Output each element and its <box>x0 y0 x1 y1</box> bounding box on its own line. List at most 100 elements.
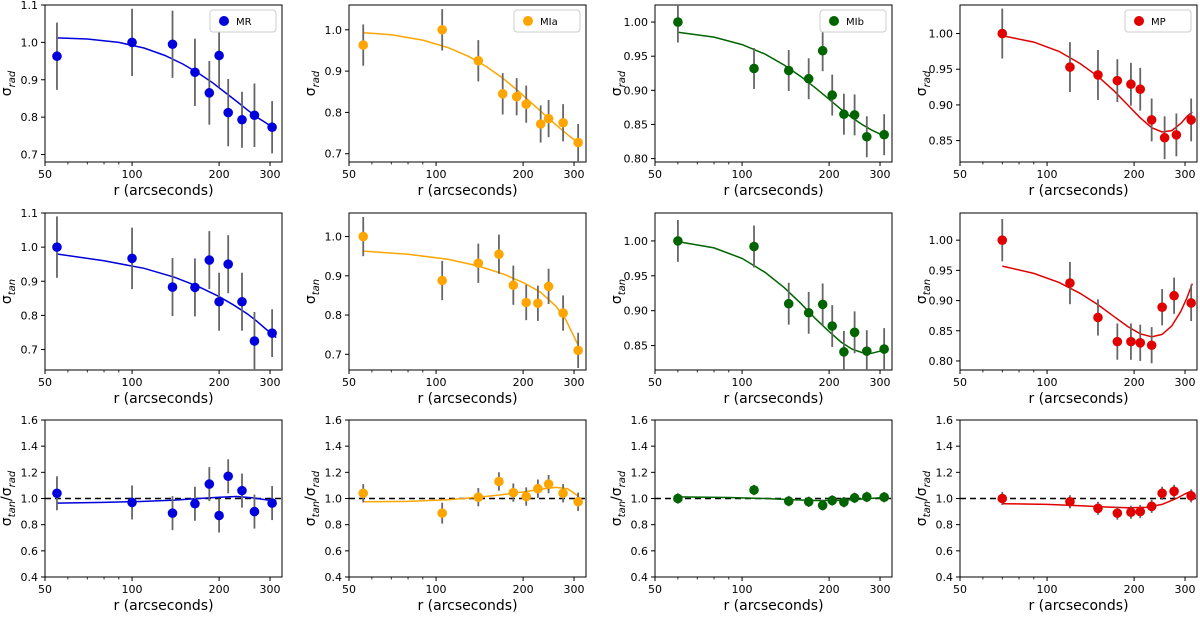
y-tick-label: 0.6 <box>325 545 343 558</box>
data-point <box>1135 506 1146 517</box>
ylabel-sigma: σ <box>303 487 319 496</box>
fit-curve <box>677 31 887 137</box>
y-tick-label: 0.8 <box>325 519 343 532</box>
data-point <box>543 479 554 489</box>
legend-box <box>209 9 277 33</box>
x-tick-label: 200 <box>1124 583 1145 596</box>
y-axis-label: σtan/σrad <box>0 470 18 526</box>
y-tick-label: 0.7 <box>325 148 343 161</box>
data-point <box>267 328 277 338</box>
x-tick-label: 100 <box>122 376 143 389</box>
x-tick-label: 50 <box>38 376 52 389</box>
data-area <box>45 459 282 533</box>
data-point <box>543 281 554 292</box>
data-point <box>839 347 849 357</box>
data-area <box>997 8 1196 160</box>
x-tick-label: 300 <box>1175 376 1196 389</box>
data-point <box>508 280 519 291</box>
y-axis-label: σrad <box>914 70 933 96</box>
data-point <box>127 497 137 508</box>
data-point <box>1112 508 1123 518</box>
y-axis-label: σrad <box>0 70 18 96</box>
data-point <box>521 297 532 308</box>
legend-box <box>819 9 887 33</box>
y-tick-label: 1.0 <box>631 493 649 506</box>
panel-rad-MR: 50 100 200 300 0.7 0.8 0.9 1.0 1.1 r (arcseconds)… <box>0 0 283 199</box>
y-tick-label: 0.6 <box>631 545 649 558</box>
y-tick-label: 0.4 <box>631 571 649 584</box>
data-point <box>783 496 794 506</box>
fit-curve <box>363 31 579 144</box>
data-point <box>521 491 532 502</box>
data-point <box>558 117 568 128</box>
y-tick-label: 1.0 <box>21 493 39 506</box>
y-axis-label: σtan <box>609 279 628 304</box>
legend: MP <box>1124 9 1192 33</box>
x-tick-label: 200 <box>513 376 534 389</box>
ylabel-sigma: σ <box>609 487 625 496</box>
y-tick-label: 0.85 <box>929 325 954 338</box>
data-point <box>497 89 508 99</box>
y-tick-label: 1.00 <box>624 235 649 248</box>
ylabel-sigma: σ <box>609 87 625 96</box>
x-tick-label: 300 <box>260 583 281 596</box>
y-tick-label: 0.90 <box>929 99 954 112</box>
y-tick-label: 0.8 <box>21 309 39 322</box>
y-axis-label: σtan/σrad <box>303 470 322 526</box>
data-area <box>960 484 1197 520</box>
panel-ratio-MIa: 50 100 200 300 0.4 0.6 0.8 1.0 1.2 1.4 1.6 r (arcse… <box>303 414 587 614</box>
legend-marker <box>219 16 229 26</box>
legend-marker <box>1134 16 1144 26</box>
legend-box <box>513 9 581 33</box>
panel-ratio-MP: 50 100 200 300 0.4 0.6 0.8 1.0 1.2 1.4 1.6 r (arcse… <box>914 414 1198 614</box>
legend: MIa <box>513 9 581 33</box>
y-axis-label: σrad <box>303 70 322 96</box>
x-tick-label: 50 <box>648 583 662 596</box>
data-point <box>223 259 233 269</box>
data-point <box>827 321 838 331</box>
data-point <box>573 496 583 507</box>
data-point <box>673 493 683 504</box>
ylabel-sigma: σ <box>609 517 625 526</box>
x-tick-label: 200 <box>819 168 840 181</box>
x-tick-label: 200 <box>209 583 230 596</box>
data-point <box>1126 79 1136 90</box>
fit-curve <box>56 495 277 504</box>
y-tick-label: 0.95 <box>929 63 954 76</box>
data-point <box>237 114 247 125</box>
data-point <box>214 50 224 61</box>
y-tick-label: 0.8 <box>631 519 649 532</box>
ylabel-subscript: tan <box>617 501 628 517</box>
x-tick-label: 300 <box>260 168 281 181</box>
y-tick-label: 1.00 <box>929 28 954 41</box>
y-tick-label: 1.0 <box>325 24 343 37</box>
y-tick-label: 0.8 <box>936 519 954 532</box>
y-tick-label: 1.4 <box>21 440 39 453</box>
y-tick-label: 0.90 <box>929 295 954 308</box>
data-point <box>673 17 683 27</box>
y-tick-label: 1.4 <box>631 440 649 453</box>
x-tick-label: 300 <box>1175 583 1196 596</box>
ylabel-subscript: rad <box>7 70 18 87</box>
y-tick-label: 1.00 <box>624 16 649 29</box>
data-point <box>52 51 62 62</box>
data-point <box>437 508 447 518</box>
legend-label: MR <box>236 17 252 28</box>
data-point <box>879 492 889 502</box>
data-point <box>511 91 522 102</box>
x-tick-label: 100 <box>1037 376 1058 389</box>
y-tick-label: 1.6 <box>325 414 343 427</box>
panel-tan-MIb: 50 100 200 300 0.85 0.90 0.95 1.00 r (arcseconds… <box>609 212 893 407</box>
fit-curve <box>1002 265 1194 338</box>
axes-frame <box>959 212 1198 371</box>
data-area <box>52 216 277 370</box>
x-tick-label: 100 <box>732 376 753 389</box>
data-point <box>839 109 849 120</box>
y-tick-label: 0.85 <box>624 340 649 353</box>
y-tick-label: 1.2 <box>21 466 39 479</box>
data-point <box>849 327 860 338</box>
x-tick-label: 50 <box>342 376 356 389</box>
data-point <box>267 498 277 508</box>
data-point <box>204 255 215 265</box>
axes-frame <box>959 4 1198 163</box>
